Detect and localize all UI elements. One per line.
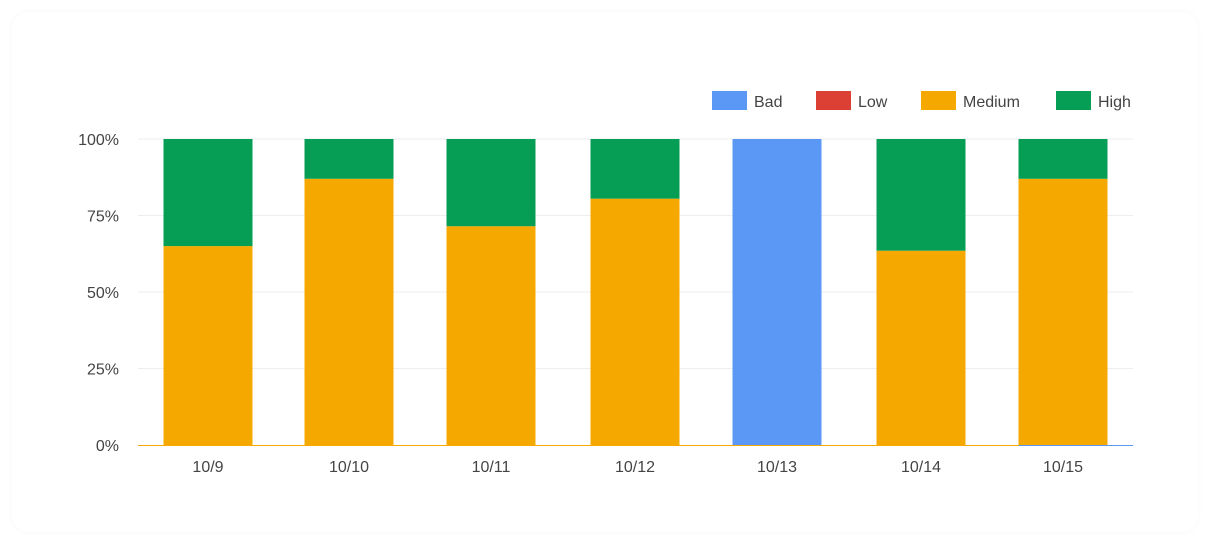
bar-segment-medium[interactable] [163, 246, 253, 445]
legend-label: Medium [963, 94, 1020, 111]
legend-item-medium[interactable]: Medium [921, 91, 1020, 111]
bar-segment-medium[interactable] [446, 226, 536, 445]
x-tick-label: 10/13 [757, 459, 797, 476]
bar-segment-medium[interactable] [304, 178, 394, 445]
x-tick-label: 10/11 [472, 459, 511, 476]
legend-swatch [712, 91, 747, 110]
legend-label: Low [858, 94, 888, 111]
x-tick-label: 10/10 [329, 459, 369, 476]
legend-item-bad[interactable]: Bad [712, 91, 782, 111]
legend-label: High [1098, 94, 1131, 111]
axes: 0% 25% 50% 75% 100% 10/9 10/10 10/11 10/12 10/13 1… [78, 132, 1133, 476]
y-tick-label: 100% [78, 132, 119, 149]
bar-segment-bad[interactable] [732, 139, 822, 445]
legend-swatch [1056, 91, 1091, 110]
bar-segment-high[interactable] [446, 139, 536, 227]
x-tick-label: 10/15 [1043, 459, 1083, 476]
legend-item-low[interactable]: Low [816, 91, 888, 111]
bars [163, 139, 1108, 445]
x-tick-label: 10/9 [192, 459, 223, 476]
bar-segment-medium[interactable] [590, 198, 680, 445]
y-tick-label: 25% [87, 362, 119, 379]
x-tick-label: 10/14 [901, 459, 941, 476]
y-tick-label: 75% [87, 209, 119, 226]
bar-segment-high[interactable] [304, 139, 394, 179]
y-tick-label: 50% [87, 285, 119, 302]
x-tick-label: 10/12 [615, 459, 655, 476]
legend[interactable]: Bad Low Medium High [712, 91, 1131, 111]
legend-swatch [816, 91, 851, 110]
bar-segment-high[interactable] [1018, 139, 1108, 179]
bar-segment-high[interactable] [163, 139, 253, 247]
bar-segment-medium[interactable] [876, 250, 966, 445]
legend-item-high[interactable]: High [1056, 91, 1131, 111]
bar-segment-high[interactable] [590, 139, 680, 199]
legend-swatch [921, 91, 956, 110]
legend-label: Bad [754, 94, 782, 111]
y-tick-label: 0% [96, 438, 119, 455]
bar-segment-high[interactable] [876, 139, 966, 251]
bar-segment-medium[interactable] [1018, 178, 1108, 445]
